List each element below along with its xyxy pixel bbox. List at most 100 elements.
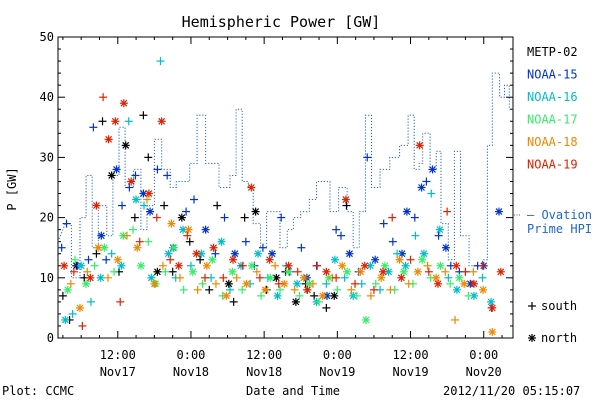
north-point [395, 255, 404, 264]
north-point [345, 249, 354, 258]
north-point [496, 267, 505, 276]
chart-title: Hemispheric Power [GW] [182, 13, 381, 31]
north-point [127, 177, 136, 186]
south-point [89, 123, 98, 132]
south-point [406, 255, 415, 264]
south-point [107, 249, 116, 258]
north-point [428, 165, 437, 174]
x-tick-time-label: 12:00 [246, 348, 282, 362]
north-point [441, 243, 450, 252]
x-tick-date-label: Nov18 [173, 365, 209, 379]
series-noaa-19 [60, 93, 505, 330]
south-point [322, 279, 331, 288]
south-point [229, 297, 238, 306]
north-point [184, 225, 193, 234]
south-point [255, 273, 264, 282]
south-point [211, 249, 220, 258]
south-point [478, 273, 487, 282]
ovation-prime-hpi-line [57, 72, 513, 279]
north-point [254, 249, 263, 258]
south-point [332, 273, 341, 282]
north-point [261, 285, 270, 294]
north-point [136, 261, 145, 270]
plot-border [57, 36, 514, 339]
south-point [393, 249, 402, 258]
north-point [460, 279, 469, 288]
south-point [98, 117, 107, 126]
south-point [478, 261, 487, 270]
south-point [441, 267, 450, 276]
south-point [240, 213, 249, 222]
south-point [257, 291, 266, 300]
north-point [343, 267, 352, 276]
north-point [318, 291, 327, 300]
data-points [57, 57, 505, 336]
south-point [92, 249, 101, 258]
north-point [433, 279, 442, 288]
series-noaa-18 [66, 195, 497, 336]
north-point [96, 273, 105, 282]
south-point [271, 261, 280, 270]
south-point [379, 219, 388, 228]
x-tick-date-label: Nov17 [100, 365, 136, 379]
south-point [166, 255, 175, 264]
north-point [366, 261, 375, 270]
north-point [479, 285, 488, 294]
south-point [411, 231, 420, 240]
south-point [182, 207, 191, 216]
south-point [342, 201, 351, 210]
north-point [452, 285, 461, 294]
marker-legend: south north [528, 299, 577, 345]
x-tick-time-label: 12:00 [100, 348, 136, 362]
north-point [112, 165, 121, 174]
north-point [413, 267, 422, 276]
north-point [266, 273, 275, 282]
north-point [291, 297, 300, 306]
y-axis-ticks: 0 10 20 30 40 50 [40, 30, 513, 345]
south-point [424, 267, 433, 276]
north-point [377, 273, 386, 282]
series-noaa-15 [57, 123, 503, 312]
north-point [224, 279, 233, 288]
south-point [322, 303, 331, 312]
south-point [161, 267, 170, 276]
north-point [401, 261, 410, 270]
south-point [190, 195, 199, 204]
north-point [174, 261, 183, 270]
legend-plus-icon [528, 302, 536, 310]
south-point [232, 273, 241, 282]
north-point [293, 279, 302, 288]
north-point [322, 267, 331, 276]
legend-entry: METP-02 [527, 45, 578, 59]
north-point [303, 285, 312, 294]
north-point [299, 273, 308, 282]
x-tick-time-label: 0:00 [469, 348, 498, 362]
north-point [132, 195, 141, 204]
north-point [107, 171, 116, 180]
south-point [276, 285, 285, 294]
north-point [418, 255, 427, 264]
south-point [57, 243, 66, 252]
south-point [444, 273, 453, 282]
south-point [186, 261, 195, 270]
south-point [252, 267, 261, 276]
south-point [152, 213, 161, 222]
north-point [338, 261, 347, 270]
y-tick-label: 0 [47, 331, 54, 345]
y-tick-label: 30 [40, 150, 54, 164]
north-point [133, 243, 142, 252]
north-point [455, 273, 464, 282]
north-point [494, 207, 503, 216]
north-point [356, 267, 365, 276]
north-point [330, 255, 339, 264]
ovation-legend-label: Prime HPI [527, 222, 592, 236]
legend-entry: NOAA-16 [527, 90, 578, 104]
north-point [150, 279, 159, 288]
south-point [118, 201, 127, 210]
y-tick-label: 40 [40, 90, 54, 104]
south-point [156, 57, 165, 66]
south-point [310, 291, 319, 300]
north-point [167, 219, 176, 228]
north-point [397, 273, 406, 282]
